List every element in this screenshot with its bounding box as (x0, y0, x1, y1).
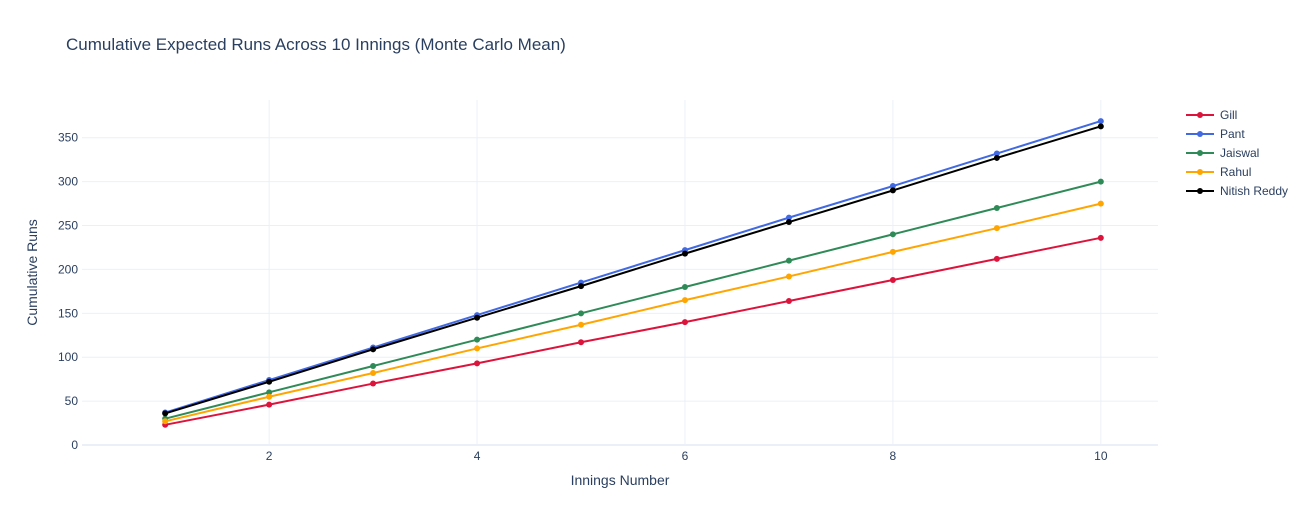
x-tick-label: 2 (266, 449, 273, 463)
y-axis-title: Cumulative Runs (24, 219, 40, 326)
data-point-nitish-reddy (266, 378, 273, 385)
y-tick-label: 50 (65, 394, 79, 408)
legend[interactable]: Gill Pant Jaiswal Rahul Nitish Reddy (1186, 108, 1288, 198)
data-point-gill (1097, 234, 1104, 241)
legend-label: Rahul (1220, 165, 1251, 179)
data-point-jaiswal (578, 310, 585, 317)
y-tick-label: 350 (58, 131, 78, 145)
data-point-gill (889, 276, 896, 283)
y-tick-label: 200 (58, 262, 78, 276)
data-point-rahul (889, 248, 896, 255)
data-point-rahul (681, 297, 688, 304)
legend-item-nitish-reddy[interactable]: Nitish Reddy (1186, 184, 1288, 198)
data-point-gill (785, 298, 792, 305)
data-point-pant (785, 214, 792, 221)
data-point-nitish-reddy (889, 187, 896, 194)
legend-label: Gill (1220, 108, 1237, 122)
data-point-rahul (162, 418, 169, 425)
x-tick-label: 10 (1094, 449, 1108, 463)
data-point-nitish-reddy (370, 346, 377, 353)
data-point-nitish-reddy (681, 250, 688, 257)
x-axis-title: Innings Number (571, 472, 670, 488)
legend-swatch-marker (1197, 169, 1203, 175)
x-tick-label: 4 (474, 449, 481, 463)
legend-item-gill[interactable]: Gill (1186, 108, 1237, 122)
data-point-gill (370, 380, 377, 387)
y-tick-label: 300 (58, 175, 78, 189)
x-tick-label: 8 (890, 449, 897, 463)
data-point-nitish-reddy (162, 410, 169, 417)
gridlines (82, 100, 1158, 445)
series-line-nitish-reddy (164, 125, 1102, 415)
data-point-gill (266, 401, 273, 408)
data-point-gill (681, 319, 688, 326)
legend-item-pant[interactable]: Pant (1186, 127, 1245, 141)
data-point-rahul (785, 273, 792, 280)
series-line-gill (164, 236, 1102, 426)
data-point-jaiswal (1097, 178, 1104, 185)
legend-label: Pant (1220, 127, 1245, 141)
data-point-gill (578, 339, 585, 346)
data-point-nitish-reddy (474, 314, 481, 321)
data-point-jaiswal (370, 362, 377, 369)
data-point-gill (474, 360, 481, 367)
data-point-jaiswal (785, 257, 792, 264)
legend-swatch-marker (1197, 112, 1203, 118)
legend-swatch-marker (1197, 150, 1203, 156)
data-point-nitish-reddy (993, 154, 1000, 161)
data-point-jaiswal (474, 336, 481, 343)
data-point-jaiswal (993, 204, 1000, 211)
series-jaiswal (162, 178, 1104, 422)
x-tick-label: 6 (682, 449, 689, 463)
data-point-jaiswal (681, 283, 688, 290)
data-point-jaiswal (889, 231, 896, 238)
series-line-pant (164, 120, 1102, 414)
legend-label: Nitish Reddy (1220, 184, 1288, 198)
y-tick-label: 0 (71, 438, 78, 452)
legend-item-rahul[interactable]: Rahul (1186, 165, 1251, 179)
legend-label: Jaiswal (1220, 146, 1259, 160)
data-point-gill (993, 255, 1000, 262)
data-point-pant (993, 150, 1000, 157)
legend-swatch-marker (1197, 131, 1203, 137)
data-point-pant (889, 183, 896, 190)
legend-item-jaiswal[interactable]: Jaiswal (1186, 146, 1259, 160)
plot-area (162, 118, 1104, 428)
series-gill (162, 234, 1104, 428)
y-tick-label: 100 (58, 350, 78, 364)
data-point-pant (1097, 118, 1104, 125)
data-point-nitish-reddy (785, 219, 792, 226)
y-tick-label: 250 (58, 219, 78, 233)
y-tick-label: 150 (58, 306, 78, 320)
data-point-jaiswal (266, 389, 273, 396)
series-rahul (162, 200, 1104, 425)
data-point-nitish-reddy (578, 283, 585, 290)
data-point-nitish-reddy (1097, 123, 1104, 130)
axes: 0 50 100 150 200 250 300 350 2 4 6 8 10 (58, 131, 1158, 463)
data-point-rahul (1097, 200, 1104, 207)
series-line-rahul (164, 202, 1102, 423)
legend-swatch-marker (1197, 188, 1203, 194)
data-point-rahul (993, 225, 1000, 232)
series-line-jaiswal (164, 180, 1102, 420)
data-point-rahul (370, 370, 377, 377)
data-point-rahul (578, 321, 585, 328)
chart-title: Cumulative Expected Runs Across 10 Innin… (66, 35, 566, 54)
data-point-rahul (266, 393, 273, 400)
series-nitish-reddy (162, 123, 1104, 417)
data-point-rahul (474, 345, 481, 352)
